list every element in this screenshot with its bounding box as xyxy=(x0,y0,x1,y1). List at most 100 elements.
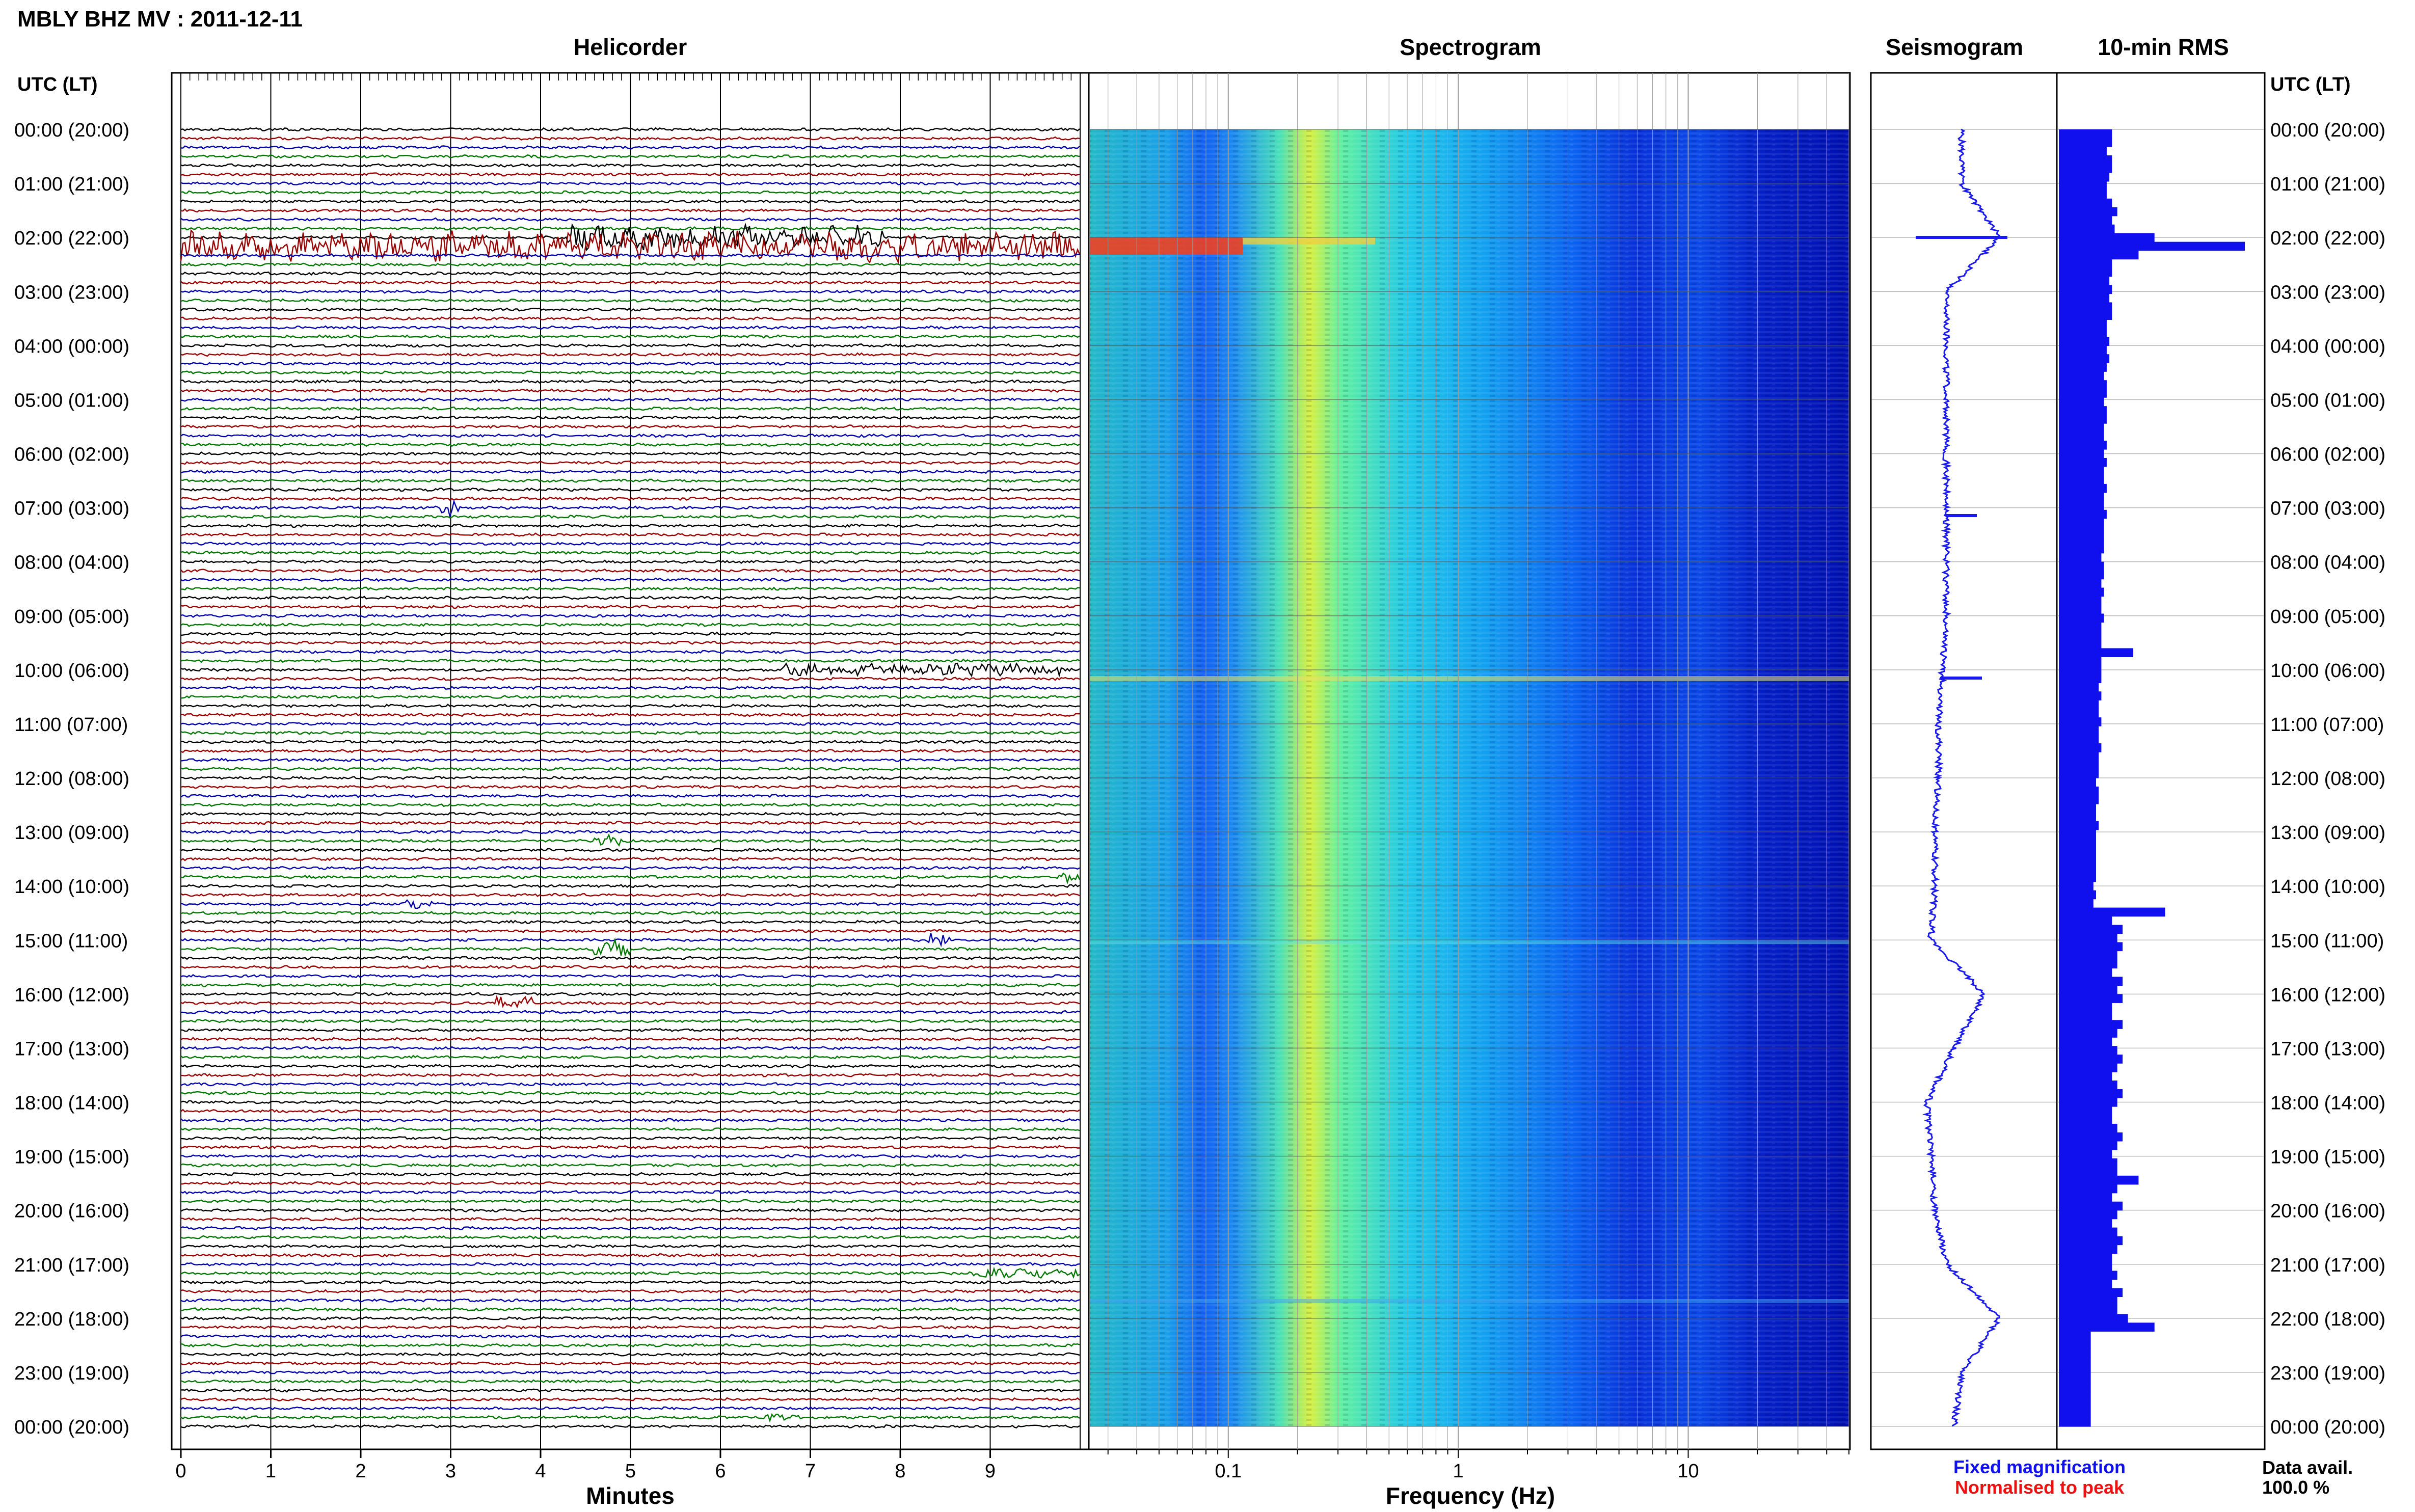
helicorder-trace-row xyxy=(180,415,1080,420)
helicorder-trace-row xyxy=(180,856,1080,861)
time-label-right: 22:00 (18:00) xyxy=(2270,1309,2385,1330)
rms-bar xyxy=(2059,354,2110,363)
spectrogram-gridlines xyxy=(1090,73,1849,1449)
helicorder-x-tick-label: 0 xyxy=(175,1461,186,1482)
helicorder-trace-row xyxy=(180,550,1080,555)
spectrogram-band-1500 xyxy=(1090,940,1849,944)
rms-bar xyxy=(2059,665,2102,674)
rms-bar xyxy=(2059,181,2107,191)
helicorder-trace-row xyxy=(180,1266,1080,1279)
rms-bar xyxy=(2059,190,2107,199)
time-label-left: 16:00 (12:00) xyxy=(14,984,129,1006)
helicorder-trace-row xyxy=(180,1316,1080,1321)
rms-bar xyxy=(2059,587,2104,597)
helicorder-trace-row xyxy=(180,469,1080,474)
helicorder-trace-row xyxy=(180,136,1080,141)
helicorder-trace-row xyxy=(180,154,1080,159)
helicorder-x-tick-label: 6 xyxy=(715,1461,726,1482)
rms-bar xyxy=(2059,293,2110,303)
helicorder-trace-row xyxy=(180,406,1080,411)
time-label-left: 17:00 (13:00) xyxy=(14,1038,129,1060)
rms-bar xyxy=(2059,129,2112,139)
time-label-right: 23:00 (19:00) xyxy=(2270,1363,2385,1384)
helicorder-trace-row xyxy=(180,758,1080,762)
rms-bar xyxy=(2059,1236,2123,1246)
rms-bar xyxy=(2059,1340,2091,1349)
rms-bar xyxy=(2059,1132,2123,1142)
helicorder-trace-row xyxy=(180,920,1080,925)
rms-bar xyxy=(2059,337,2110,346)
helicorder-trace-row xyxy=(180,1253,1080,1258)
helicorder-trace-row xyxy=(180,1413,1080,1423)
helicorder-trace-row xyxy=(180,802,1080,807)
rms-bar xyxy=(2059,302,2112,312)
rms-bar xyxy=(2059,735,2099,744)
time-label-left: 18:00 (14:00) xyxy=(14,1093,129,1114)
rms-bar xyxy=(2059,1253,2112,1263)
helicorder-trace-row xyxy=(180,1244,1080,1249)
rms-bar xyxy=(2059,985,2117,994)
rms-bar xyxy=(2059,942,2123,952)
helicorder-trace-row xyxy=(180,181,1080,186)
helicorder-gridlines xyxy=(180,73,1081,1449)
time-label-right: 02:00 (22:00) xyxy=(2270,228,2385,249)
helicorder-trace-row xyxy=(180,208,1080,213)
rms-bar xyxy=(2059,328,2107,337)
helicorder-trace-row xyxy=(180,785,1080,789)
helicorder-trace-row xyxy=(180,190,1080,195)
rms-bar xyxy=(2059,1331,2091,1340)
helicorder-trace-row xyxy=(180,929,1080,933)
helicorder-trace-row xyxy=(180,370,1080,375)
rms-bar xyxy=(2059,1297,2117,1306)
rms-bar xyxy=(2059,596,2102,606)
time-label-left: 00:00 (20:00) xyxy=(14,1417,129,1438)
rms-bar xyxy=(2059,311,2112,320)
time-label-right: 13:00 (09:00) xyxy=(2270,822,2385,844)
rms-bar xyxy=(2059,371,2104,381)
helicorder-trace-row xyxy=(180,812,1080,817)
rms-bar xyxy=(2059,925,2123,934)
helicorder-trace-row xyxy=(180,1235,1080,1239)
rms-bar xyxy=(2059,441,2107,450)
helicorder-trace-row xyxy=(180,631,1080,636)
helicorder-trace-row xyxy=(180,1226,1080,1231)
time-label-left: 05:00 (01:00) xyxy=(14,390,129,411)
rms-bar xyxy=(2059,1063,2117,1072)
helicorder-trace-row xyxy=(180,487,1080,492)
rms-bar xyxy=(2059,1020,2123,1029)
helicorder-trace-row xyxy=(180,451,1080,456)
time-label-left: 03:00 (23:00) xyxy=(14,282,129,303)
helicorder-trace-row xyxy=(180,596,1080,600)
rms-bar xyxy=(2059,1288,2123,1298)
rms-bar xyxy=(2059,933,2117,943)
helicorder-trace-row xyxy=(180,1379,1080,1384)
helicorder-trace-row xyxy=(180,1343,1080,1348)
helicorder-trace-row xyxy=(180,334,1080,339)
helicorder-trace-row xyxy=(180,1361,1080,1366)
helicorder-trace-row xyxy=(180,325,1080,330)
helicorder-trace-row xyxy=(180,1208,1080,1212)
time-label-left: 02:00 (22:00) xyxy=(14,228,129,249)
helicorder-trace-row xyxy=(180,991,1080,996)
rms-bars xyxy=(2059,129,2245,1427)
helicorder-x-tick-label: 4 xyxy=(535,1461,546,1482)
rms-bar xyxy=(2059,899,2094,908)
rms-bar xyxy=(2059,1279,2112,1289)
time-label-left: 07:00 (03:00) xyxy=(14,498,129,520)
time-label-left: 06:00 (02:00) xyxy=(14,444,129,466)
helicorder-trace-row xyxy=(180,253,1080,258)
rms-bar xyxy=(2059,1374,2091,1384)
time-label-left: 14:00 (10:00) xyxy=(14,876,129,898)
helicorder-trace-row xyxy=(180,163,1080,168)
rms-bar xyxy=(2059,916,2112,926)
seismogram-frame xyxy=(1870,72,2058,1450)
rms-bar xyxy=(2059,761,2099,770)
time-label-left: 21:00 (17:00) xyxy=(14,1255,129,1276)
rms-bar xyxy=(2059,1098,2117,1107)
rms-bar xyxy=(2059,345,2107,355)
data-availability-label: Data avail. xyxy=(2262,1457,2353,1478)
helicorder-trace-row xyxy=(180,1037,1080,1042)
rms-bar xyxy=(2059,743,2102,752)
helicorder-trace-row xyxy=(180,899,1080,909)
helicorder-trace-row xyxy=(180,694,1080,699)
